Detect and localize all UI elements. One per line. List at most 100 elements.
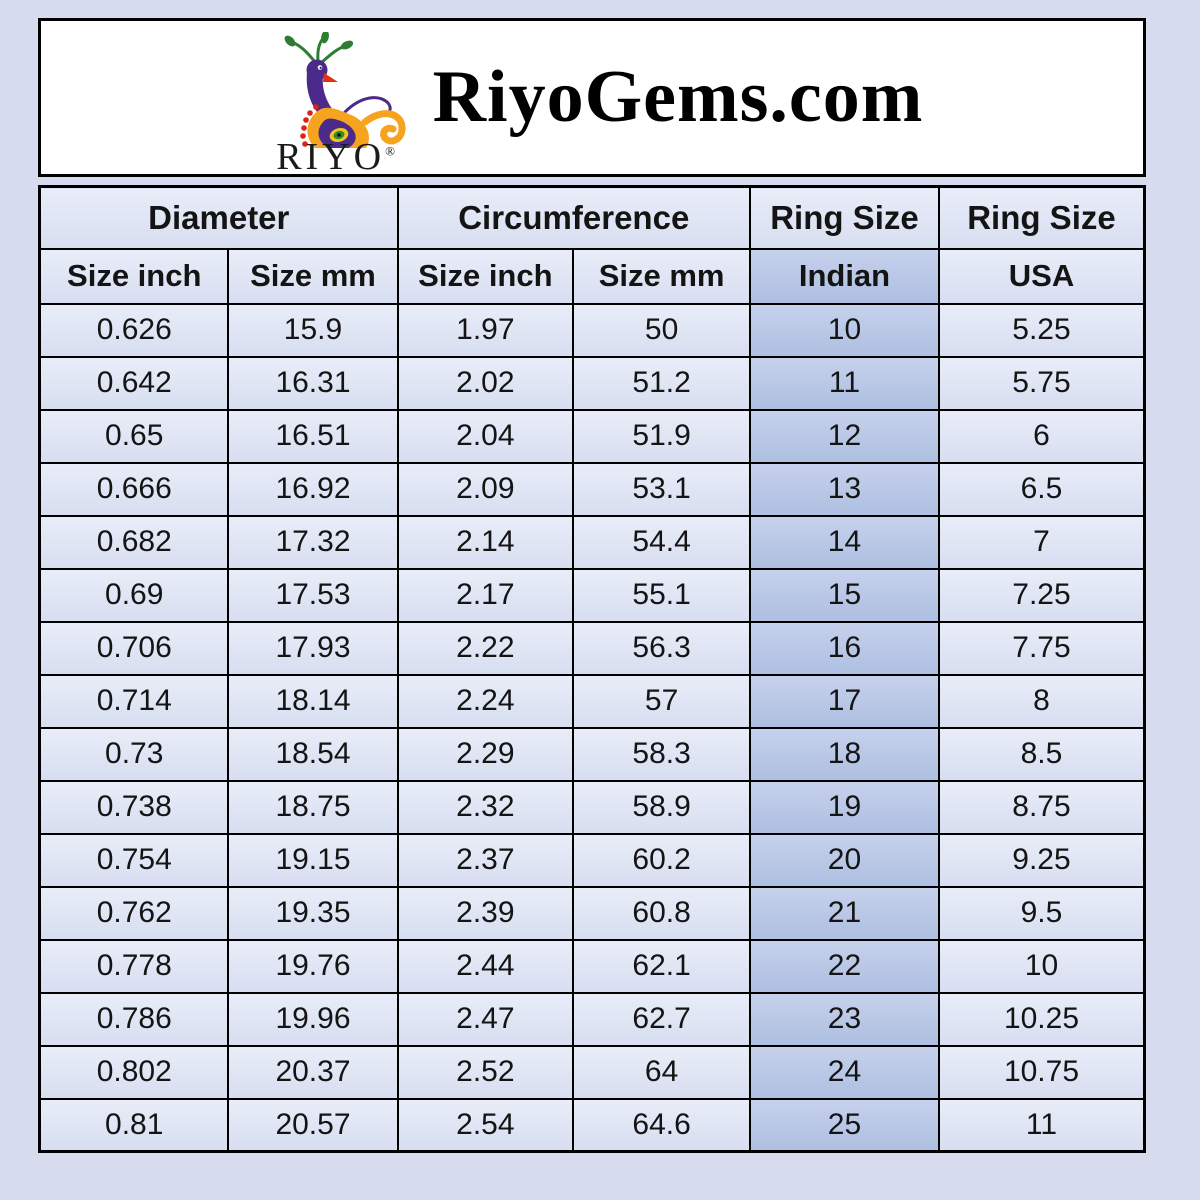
table-row: 0.69 17.53 2.17 55.1 15 7.25 <box>38 567 1146 623</box>
table-cell: 60.8 <box>572 885 751 941</box>
table-cell: 2.54 <box>396 1097 575 1153</box>
table-cell: 20 <box>749 832 940 888</box>
table-cell: 18 <box>749 726 940 782</box>
peacock-logo-icon <box>284 32 406 149</box>
table-cell: 1.97 <box>396 302 575 358</box>
table-cell: 8.75 <box>937 779 1146 835</box>
group-header-circumference: Circumference <box>396 185 752 250</box>
sub-header-indian: Indian <box>749 247 940 305</box>
table-row: 0.738 18.75 2.32 58.9 19 8.75 <box>38 779 1146 835</box>
group-header-ring-size-indian: Ring Size <box>749 185 940 250</box>
table-cell: 19.35 <box>227 885 399 941</box>
table-cell: 18.54 <box>227 726 399 782</box>
table-cell: 0.754 <box>38 832 230 888</box>
table-cell: 0.626 <box>38 302 230 358</box>
table-cell: 62.7 <box>572 991 751 1047</box>
table-cell: 62.1 <box>572 938 751 994</box>
table-row: 0.802 20.37 2.52 64 24 10.75 <box>38 1044 1146 1100</box>
table-row: 0.81 20.57 2.54 64.6 25 11 <box>38 1097 1146 1153</box>
table-cell: 55.1 <box>572 567 751 623</box>
table-cell: 22 <box>749 938 940 994</box>
table-row: 0.65 16.51 2.04 51.9 12 6 <box>38 408 1146 464</box>
table-cell: 17 <box>749 673 940 729</box>
table-cell: 25 <box>749 1097 940 1153</box>
table-cell: 0.65 <box>38 408 230 464</box>
table-cell: 0.714 <box>38 673 230 729</box>
table-cell: 9.5 <box>937 885 1146 941</box>
table-cell: 10.25 <box>937 991 1146 1047</box>
table-cell: 18.14 <box>227 673 399 729</box>
table-cell: 51.2 <box>572 355 751 411</box>
table-cell: 17.32 <box>227 514 399 570</box>
table-cell: 2.37 <box>396 832 575 888</box>
table-cell: 2.47 <box>396 991 575 1047</box>
table-row: 0.714 18.14 2.24 57 17 8 <box>38 673 1146 729</box>
sub-header-row: Size inch Size mm Size inch Size mm Indi… <box>38 247 1146 305</box>
table-cell: 11 <box>749 355 940 411</box>
table-cell: 6.5 <box>937 461 1146 517</box>
table-cell: 16.31 <box>227 355 399 411</box>
table-cell: 12 <box>749 408 940 464</box>
sub-header-usa: USA <box>937 247 1146 305</box>
table-cell: 64 <box>572 1044 751 1100</box>
table-cell: 2.09 <box>396 461 575 517</box>
table-row: 0.762 19.35 2.39 60.8 21 9.5 <box>38 885 1146 941</box>
table-row: 0.778 19.76 2.44 62.1 22 10 <box>38 938 1146 994</box>
table-row: 0.706 17.93 2.22 56.3 16 7.75 <box>38 620 1146 676</box>
table-cell: 5.75 <box>937 355 1146 411</box>
table-cell: 2.32 <box>396 779 575 835</box>
sub-header-circumference-inch: Size inch <box>396 247 575 305</box>
logo-text: RIYO <box>276 136 386 179</box>
table-cell: 7.75 <box>937 620 1146 676</box>
table-cell: 0.762 <box>38 885 230 941</box>
table-cell: 16 <box>749 620 940 676</box>
site-title: RiyoGems.com <box>432 56 924 138</box>
table-cell: 2.02 <box>396 355 575 411</box>
table-cell: 64.6 <box>572 1097 751 1153</box>
table-cell: 2.22 <box>396 620 575 676</box>
table-cell: 2.17 <box>396 567 575 623</box>
ring-size-table: Diameter Circumference Ring Size Ring Si… <box>38 185 1146 1153</box>
table-cell: 10 <box>937 938 1146 994</box>
table-cell: 19.15 <box>227 832 399 888</box>
table-cell: 11 <box>937 1097 1146 1153</box>
table-cell: 24 <box>749 1044 940 1100</box>
header-banner: RIYO® RiyoGems.com <box>38 18 1146 177</box>
table-row: 0.786 19.96 2.47 62.7 23 10.25 <box>38 991 1146 1047</box>
page: RIYO® RiyoGems.com Diameter Circumferenc… <box>38 18 1146 1153</box>
sub-header-diameter-inch: Size inch <box>38 247 230 305</box>
table-cell: 0.81 <box>38 1097 230 1153</box>
table-cell: 2.52 <box>396 1044 575 1100</box>
table-row: 0.642 16.31 2.02 51.2 11 5.75 <box>38 355 1146 411</box>
table-cell: 14 <box>749 514 940 570</box>
logo-wordmark: RIYO® <box>276 138 395 176</box>
table-cell: 54.4 <box>572 514 751 570</box>
table-cell: 5.25 <box>937 302 1146 358</box>
table-body: 0.626 15.9 1.97 50 10 5.25 0.642 16.31 2.02 51.2 1… <box>38 302 1146 1153</box>
table-cell: 17.53 <box>227 567 399 623</box>
table-cell: 0.802 <box>38 1044 230 1100</box>
table-cell: 0.706 <box>38 620 230 676</box>
table-cell: 18.75 <box>227 779 399 835</box>
table-cell: 15.9 <box>227 302 399 358</box>
table-cell: 0.73 <box>38 726 230 782</box>
table-cell: 0.666 <box>38 461 230 517</box>
table-cell: 15 <box>749 567 940 623</box>
table-cell: 58.3 <box>572 726 751 782</box>
table-cell: 6 <box>937 408 1146 464</box>
table-cell: 2.24 <box>396 673 575 729</box>
table-cell: 13 <box>749 461 940 517</box>
table-cell: 16.51 <box>227 408 399 464</box>
table-cell: 9.25 <box>937 832 1146 888</box>
table-cell: 19 <box>749 779 940 835</box>
table-cell: 50 <box>572 302 751 358</box>
table-cell: 53.1 <box>572 461 751 517</box>
table-cell: 7.25 <box>937 567 1146 623</box>
table-row: 0.666 16.92 2.09 53.1 13 6.5 <box>38 461 1146 517</box>
table-cell: 0.69 <box>38 567 230 623</box>
table-cell: 19.96 <box>227 991 399 1047</box>
table-cell: 51.9 <box>572 408 751 464</box>
table-cell: 0.778 <box>38 938 230 994</box>
table-cell: 10.75 <box>937 1044 1146 1100</box>
table-cell: 57 <box>572 673 751 729</box>
